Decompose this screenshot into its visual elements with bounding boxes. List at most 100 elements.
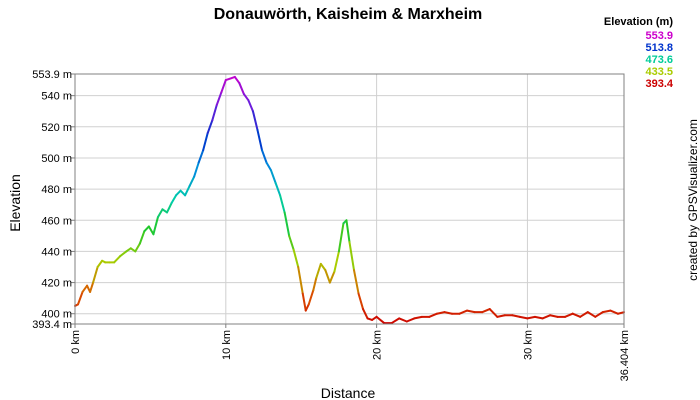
elevation-segment — [215, 91, 223, 106]
y-tick-label: 500 m — [41, 153, 72, 165]
elevation-segment — [256, 128, 264, 152]
elevation-segment — [77, 290, 84, 306]
elevation-segment — [488, 308, 499, 318]
elevation-segment — [292, 248, 300, 268]
elevation-segment — [297, 265, 304, 295]
elevation-segment — [526, 315, 536, 320]
elevation-segment — [549, 314, 559, 318]
elevation-segment — [301, 292, 307, 312]
elevation-segment — [428, 312, 438, 318]
elevation-segment — [270, 169, 277, 184]
elevation-segment — [564, 312, 574, 318]
y-tick-label: 440 m — [41, 246, 72, 258]
elevation-segment — [362, 308, 369, 320]
legend-entry: 513.8 — [645, 42, 673, 54]
elevation-line — [74, 75, 625, 325]
elevation-segment — [265, 161, 273, 172]
credit-text: created by GPSVisualizer.com — [686, 119, 700, 281]
elevation-segment — [315, 262, 322, 279]
elevation-segment — [261, 149, 268, 164]
elevation-segment — [179, 189, 187, 197]
elevation-segment — [571, 312, 582, 318]
elevation-segment — [586, 311, 597, 318]
elevation-segment — [616, 311, 625, 315]
y-axis-label: Elevation — [7, 174, 23, 232]
elevation-segment — [156, 208, 164, 219]
y-tick-label: 400 m — [41, 309, 72, 321]
legend-entry: 393.4 — [645, 78, 673, 90]
x-axis-ticks: 0 km 10 km 20 km 30 km 36.404 km — [70, 324, 631, 381]
legend-entry: 553.9 — [645, 30, 673, 42]
elevation-segment — [541, 314, 552, 320]
elevation-segment — [357, 292, 365, 311]
x-tick-label: 0 km — [70, 330, 82, 354]
elevation-segment — [147, 225, 155, 236]
elevation-segment — [398, 317, 408, 323]
elevation-segment — [247, 99, 254, 113]
elevation-segment — [206, 119, 214, 135]
elevation-segment — [211, 103, 218, 122]
elevation-segment — [511, 314, 521, 318]
elevation-segment — [594, 311, 604, 318]
elevation-segment — [348, 241, 355, 272]
y-tick-label: 553.9 m — [32, 69, 72, 81]
elevation-segment — [458, 309, 469, 315]
elevation-segment — [328, 270, 336, 284]
elevation-segment — [496, 314, 506, 318]
elevation-segment — [81, 284, 89, 293]
elevation-segment — [307, 289, 315, 306]
elevation-segment — [197, 149, 205, 164]
elevation-segment — [435, 311, 446, 315]
elevation-segment — [143, 225, 150, 233]
elevation-segment — [413, 315, 423, 320]
y-axis-ticks: 553.9 m 540 m 520 m 500 m 480 m 460 m 440 m 420… — [32, 69, 75, 331]
x-tick-label: 20 km — [372, 330, 384, 360]
x-axis-label: Distance — [321, 385, 376, 400]
x-tick-label: 10 km — [221, 330, 233, 360]
legend-entry: 433.5 — [645, 66, 673, 78]
grid — [74, 73, 625, 325]
elevation-segment — [352, 269, 360, 295]
elevation-segment — [375, 315, 386, 325]
elevation-segment — [165, 202, 173, 214]
y-tick-label: 393.4 m — [32, 319, 72, 331]
elevation-segment — [337, 222, 345, 253]
elevation-segment — [175, 189, 182, 197]
elevation-segment — [152, 216, 159, 236]
y-tick-label: 480 m — [41, 184, 72, 196]
elevation-segment — [283, 211, 291, 237]
elevation-segment — [134, 242, 141, 253]
elevation-segment — [390, 317, 401, 325]
elevation-segment — [312, 276, 318, 292]
elevation-segment — [119, 250, 128, 258]
elevation-segment — [92, 265, 99, 284]
elevation-segment — [233, 75, 241, 85]
y-tick-label: 520 m — [41, 122, 72, 134]
elevation-segment — [466, 309, 476, 314]
legend-entry: 473.6 — [645, 54, 673, 66]
elevation-segment — [333, 250, 340, 273]
elevation-segment — [89, 281, 95, 293]
elevation-segment — [193, 161, 200, 178]
elevation-segment — [96, 259, 104, 268]
elevation-segment — [601, 309, 612, 314]
elevation-segment — [609, 309, 619, 315]
elevation-segment — [518, 315, 529, 320]
chart-title: Donauwörth, Kaisheim & Marxheim — [214, 6, 483, 23]
elevation-segment — [288, 234, 295, 251]
elevation-segment — [481, 308, 491, 314]
elevation-segment — [279, 194, 286, 214]
elevation-segment — [238, 82, 245, 96]
elevation-segment — [113, 255, 122, 264]
elevation-segment — [170, 194, 178, 205]
elevation-segment — [202, 132, 209, 152]
legend-title: Elevation (m) — [604, 16, 673, 28]
y-tick-label: 420 m — [41, 278, 72, 290]
elevation-segment — [443, 311, 454, 315]
y-tick-label: 540 m — [41, 91, 72, 103]
elevation-segment — [138, 230, 146, 245]
elevation-segment — [184, 184, 191, 197]
elevation-segment — [251, 110, 259, 131]
